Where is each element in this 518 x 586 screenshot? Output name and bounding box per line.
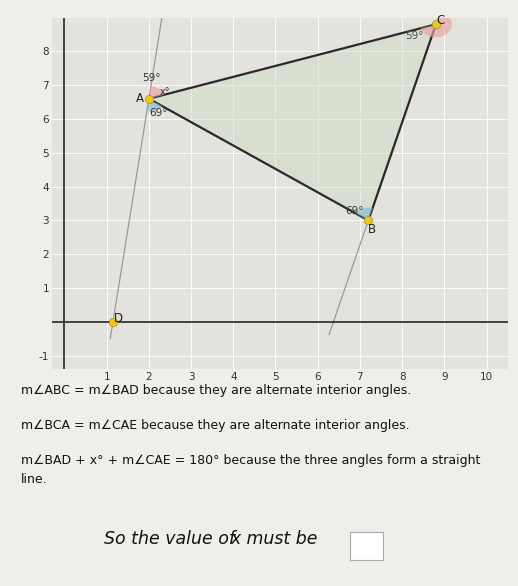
Text: A: A	[136, 92, 143, 105]
Text: must be: must be	[241, 530, 318, 548]
Text: 59°: 59°	[142, 73, 160, 83]
Wedge shape	[421, 12, 452, 37]
Text: B: B	[368, 223, 376, 236]
Text: C: C	[437, 15, 445, 28]
Text: x: x	[231, 530, 241, 548]
Text: So the value of: So the value of	[104, 530, 240, 548]
Polygon shape	[149, 25, 436, 220]
Text: m∠ABC = m∠BAD because they are alternate interior angles.: m∠ABC = m∠BAD because they are alternate…	[21, 384, 411, 397]
Text: 69°: 69°	[149, 108, 167, 118]
Text: D: D	[113, 312, 123, 325]
Text: line.: line.	[21, 473, 47, 486]
Text: m∠BCA = m∠CAE because they are alternate interior angles.: m∠BCA = m∠CAE because they are alternate…	[21, 419, 409, 432]
Text: x°: x°	[160, 87, 170, 97]
Text: 69°: 69°	[345, 206, 364, 216]
Wedge shape	[147, 98, 162, 111]
Text: 59°: 59°	[406, 30, 424, 40]
Wedge shape	[149, 86, 164, 98]
Text: m∠BAD + x° + m∠CAE = 180° because the three angles form a straight: m∠BAD + x° + m∠CAE = 180° because the th…	[21, 454, 480, 467]
Wedge shape	[355, 207, 372, 220]
